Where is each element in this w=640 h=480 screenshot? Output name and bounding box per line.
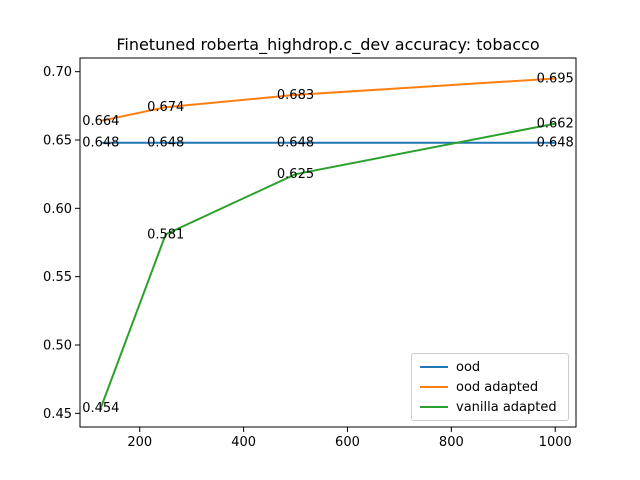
legend-swatch-ood xyxy=(420,366,448,368)
chart-title: Finetuned roberta_highdrop.c_dev accurac… xyxy=(116,35,539,55)
x-tick-label: 400 xyxy=(231,435,256,450)
legend-label-ood-adapted: ood adapted xyxy=(456,379,539,395)
data-label-ood-adapted: 0.695 xyxy=(537,72,574,87)
legend-item-ood-adapted: ood adapted xyxy=(420,378,538,396)
legend: ood ood adapted vanilla adapted xyxy=(411,353,569,421)
y-tick-label: 0.50 xyxy=(43,339,72,354)
data-label-vanilla-adapted: 0.581 xyxy=(147,227,184,242)
y-tick-label: 0.65 xyxy=(43,134,72,149)
x-tick-label: 200 xyxy=(127,435,152,450)
legend-item-vanilla-adapted: vanilla adapted xyxy=(420,398,557,416)
data-label-ood: 0.648 xyxy=(147,136,184,151)
data-label-ood: 0.648 xyxy=(537,136,574,151)
data-label-vanilla-adapted: 0.454 xyxy=(82,401,119,416)
x-axis-ticks: 200 400 600 800 1000 xyxy=(127,427,572,450)
x-tick-label: 1000 xyxy=(539,435,572,450)
data-label-vanilla-adapted: 0.625 xyxy=(277,167,314,182)
data-label-ood-adapted: 0.674 xyxy=(147,100,184,115)
y-tick-label: 0.55 xyxy=(43,270,72,285)
data-label-vanilla-adapted: 0.662 xyxy=(537,117,574,132)
series-lines xyxy=(99,77,556,409)
series-line-ood-adapted xyxy=(100,77,556,122)
data-label-ood-adapted: 0.683 xyxy=(277,88,314,103)
legend-label-vanilla-adapted: vanilla adapted xyxy=(456,399,557,415)
data-labels: 0.648 0.648 0.648 0.648 0.664 0.674 0.683 0.695… xyxy=(82,72,574,416)
plot-frame xyxy=(79,57,577,428)
legend-item-ood: ood xyxy=(420,358,480,376)
data-label-ood-adapted: 0.664 xyxy=(82,114,119,129)
y-axis-ticks: 0.45 0.50 0.55 0.60 0.65 0.70 xyxy=(43,65,80,422)
x-tick-label: 600 xyxy=(335,435,360,450)
y-tick-label: 0.70 xyxy=(43,65,72,80)
legend-label-ood: ood xyxy=(456,359,481,375)
x-tick-label: 800 xyxy=(439,435,464,450)
legend-swatch-ood-adapted xyxy=(420,386,448,388)
data-label-ood: 0.648 xyxy=(277,136,314,151)
y-tick-label: 0.60 xyxy=(43,202,72,217)
y-tick-label: 0.45 xyxy=(43,407,72,422)
legend-swatch-vanilla-adapted xyxy=(420,406,448,408)
series-line-vanilla-adapted xyxy=(99,122,556,409)
data-label-ood: 0.648 xyxy=(82,136,119,151)
